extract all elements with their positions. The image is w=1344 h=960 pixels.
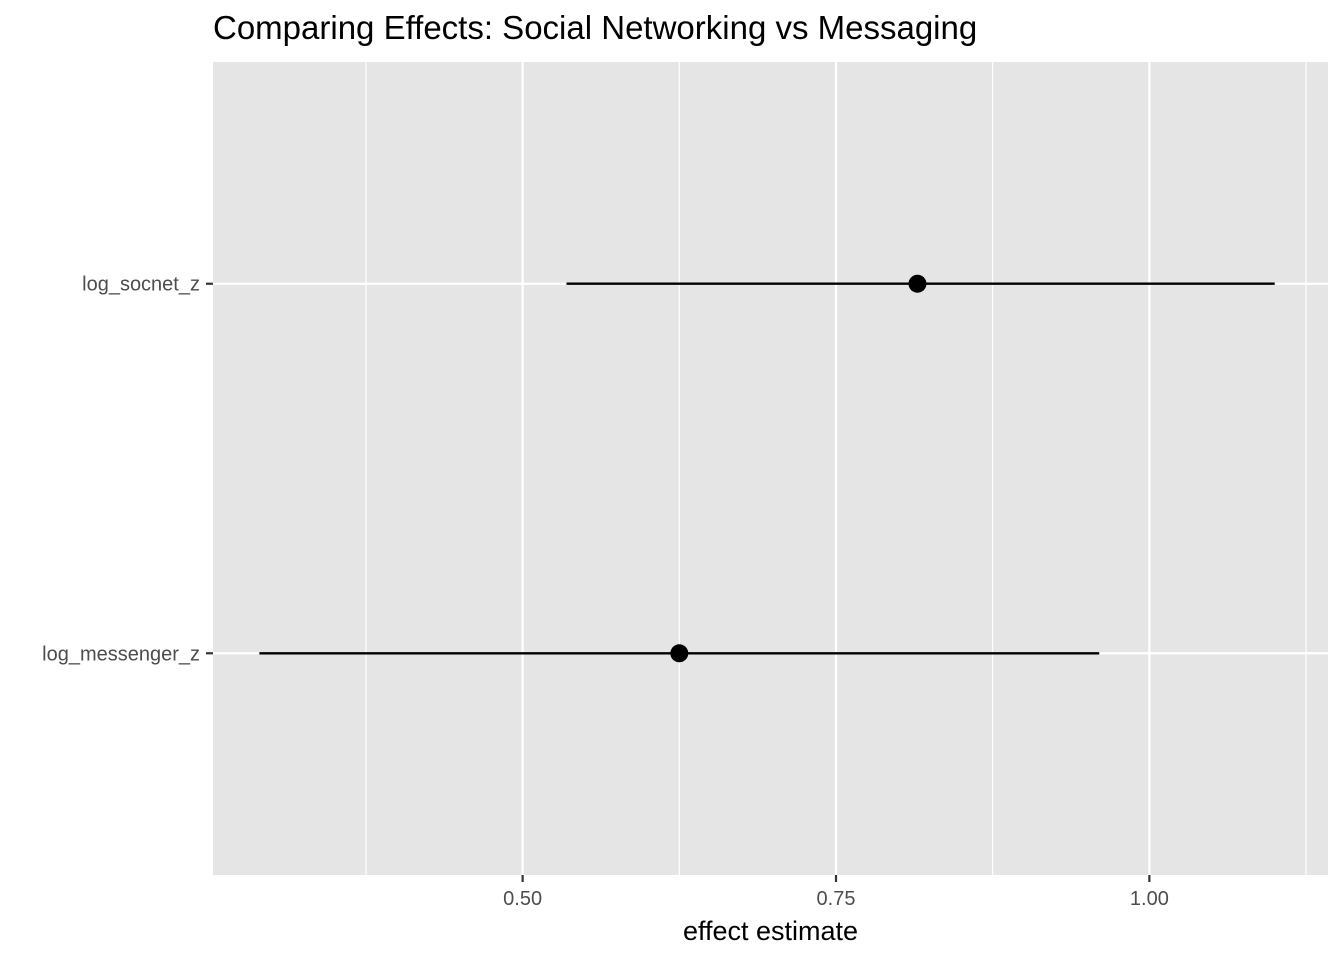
y-tick-label: log_socnet_z xyxy=(82,274,200,296)
minor-gridlines xyxy=(365,62,1307,875)
estimate-point xyxy=(670,644,689,663)
plot-panel xyxy=(213,62,1328,875)
x-axis: 0.50 0.75 1.00 xyxy=(503,875,1169,910)
x-tick-label: 1.00 xyxy=(1130,888,1169,910)
x-axis-title: effect estimate xyxy=(683,916,858,946)
x-tick-label: 0.75 xyxy=(817,888,856,910)
y-tick-label: log_messenger_z xyxy=(42,643,200,665)
chart-title: Comparing Effects: Social Networking vs … xyxy=(213,9,977,46)
x-tick-label: 0.50 xyxy=(503,888,542,910)
data-marks xyxy=(259,274,1275,663)
estimate-point xyxy=(908,274,927,293)
y-axis: log_messenger_z log_socnet_z xyxy=(42,274,213,665)
